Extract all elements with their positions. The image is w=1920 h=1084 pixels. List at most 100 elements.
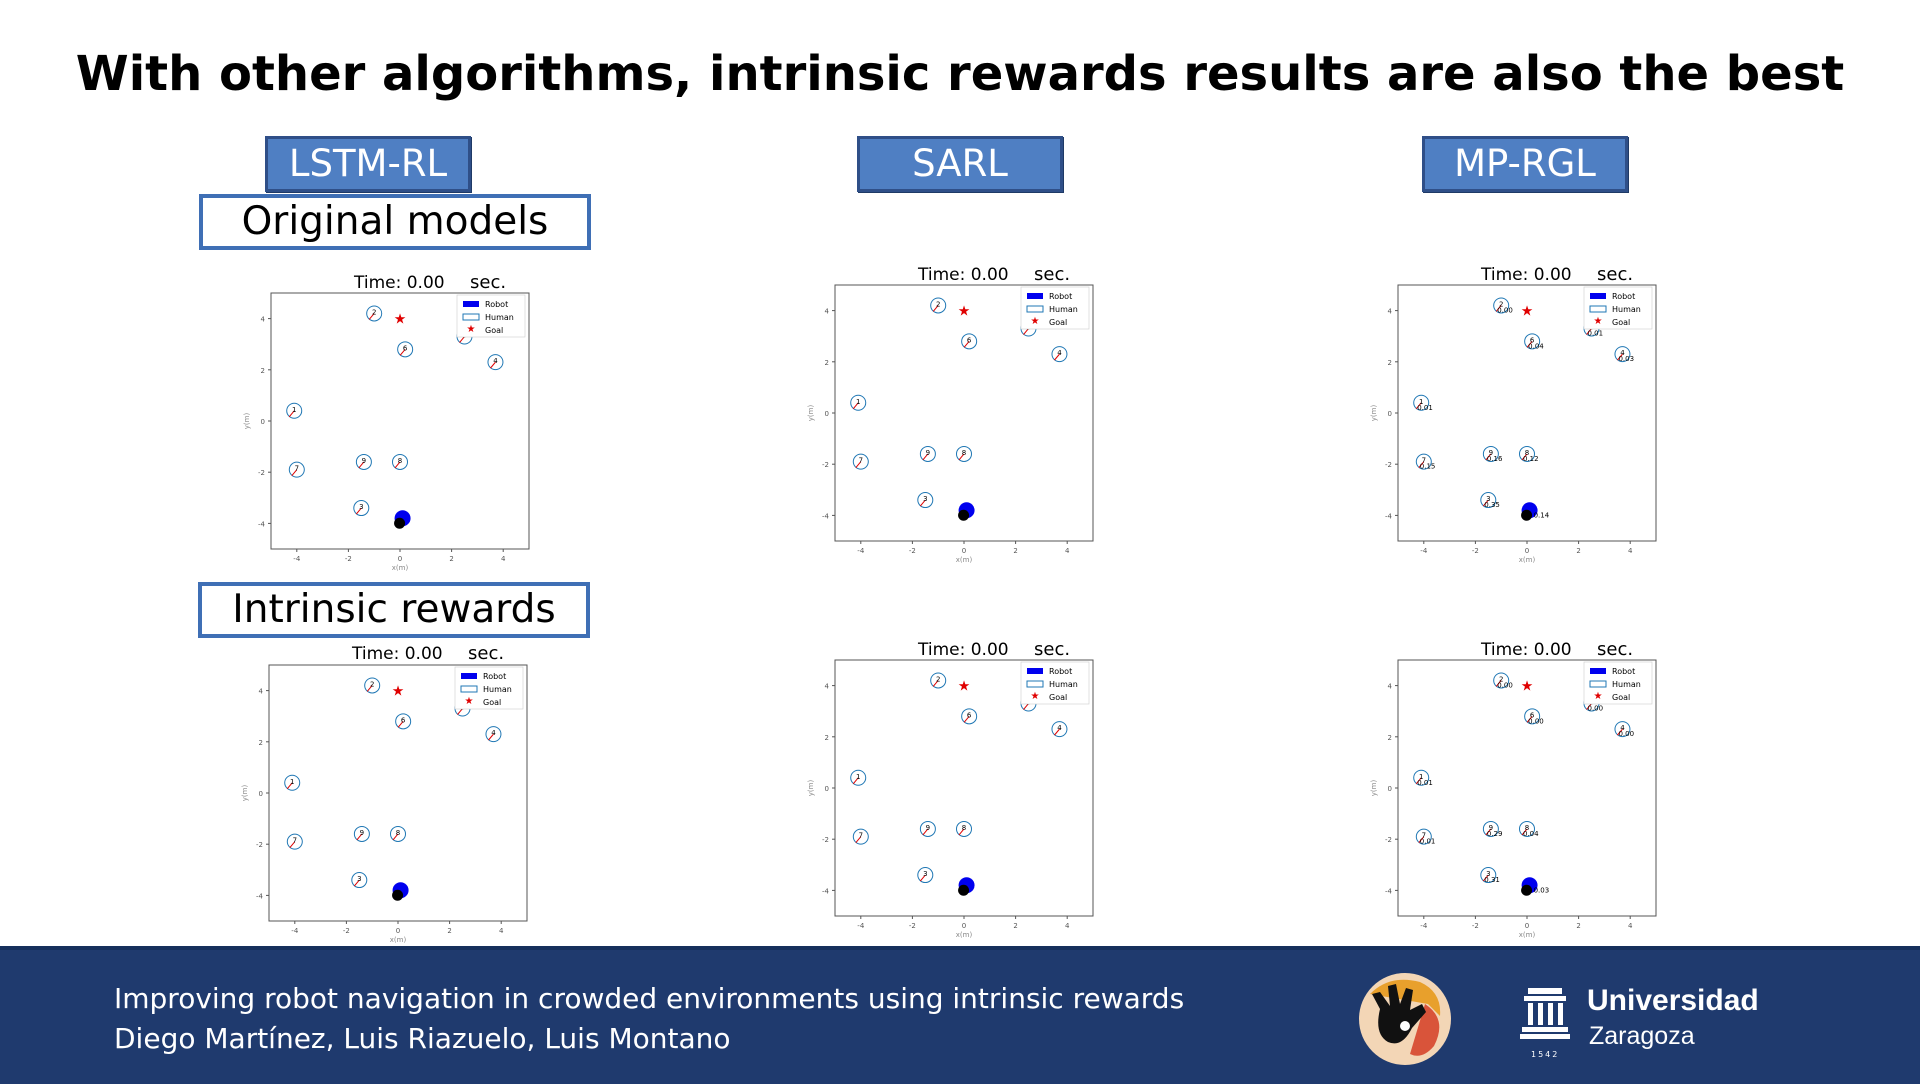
y-tick-label: 0 xyxy=(1388,785,1392,793)
human-heading xyxy=(1485,828,1492,836)
legend-robot-swatch xyxy=(1590,668,1606,674)
human-heading xyxy=(490,361,496,369)
human-marker xyxy=(1524,333,1541,350)
human-heading xyxy=(1617,728,1623,736)
plot-lstm-rl-intrinsic: -4-2024420-2-4x(m)y(m)★123456789★RobotHu… xyxy=(241,664,528,944)
human-id: 4 xyxy=(1057,349,1062,357)
human-marker xyxy=(1413,769,1430,786)
human-value: 0.00 xyxy=(1497,306,1513,314)
y-tick-label: 4 xyxy=(1388,683,1393,691)
human-heading xyxy=(366,685,373,692)
y-tick-label: -4 xyxy=(822,887,830,895)
time-label: Time: 0.00 sec. xyxy=(1481,264,1633,285)
human-value: 0.00 xyxy=(1497,681,1513,689)
human-marker xyxy=(353,500,370,517)
x-tick-label: 0 xyxy=(1525,547,1529,555)
human-marker xyxy=(852,453,869,470)
human-heading xyxy=(919,499,926,507)
x-axis-label: x(m) xyxy=(1519,556,1536,564)
human-heading xyxy=(963,715,970,723)
human-heading xyxy=(1495,680,1502,687)
y-tick-label: -2 xyxy=(258,469,265,477)
human-marker xyxy=(930,672,947,689)
legend-label: Human xyxy=(483,685,512,694)
human-marker xyxy=(487,354,504,371)
human-heading xyxy=(1586,703,1592,710)
time-label: Time: 0.00 sec. xyxy=(352,643,504,664)
human-marker xyxy=(1051,346,1068,363)
legend-robot-swatch xyxy=(1027,668,1043,674)
human-heading xyxy=(1526,340,1533,348)
human-heading xyxy=(286,782,293,790)
y-tick-label: 4 xyxy=(261,316,266,324)
human-heading xyxy=(1586,328,1592,335)
time-unit: sec. xyxy=(1597,639,1634,660)
human-id: 8 xyxy=(962,449,966,457)
legend-label: Human xyxy=(1612,305,1641,314)
x-tick-label: -4 xyxy=(1420,922,1428,930)
human-id: 6 xyxy=(967,336,972,344)
human-heading xyxy=(1617,353,1623,361)
robot-start-marker xyxy=(394,517,406,529)
y-tick-label: 4 xyxy=(825,683,830,691)
human-heading xyxy=(289,841,296,848)
y-axis-label: y(m) xyxy=(807,780,815,797)
human-heading xyxy=(963,340,970,348)
y-tick-label: 2 xyxy=(1388,359,1392,367)
human-heading xyxy=(919,874,926,882)
plot-canvas: -4-2024420-2-4x(m)y(m)★123456789★RobotHu… xyxy=(807,659,1094,939)
legend-label: Robot xyxy=(1612,292,1635,301)
slide-title: With other algorithms, intrinsic rewards… xyxy=(75,46,1845,102)
human-heading xyxy=(1023,328,1029,335)
y-tick-label: 2 xyxy=(825,359,829,367)
human-heading xyxy=(356,833,363,841)
plot-legend: ★ Robot Human Goal xyxy=(1020,286,1090,330)
plot-mp-rgl-intrinsic: -4 -2 0 2 4 4 2 0 -2 -4 x(m) y(m) ★ 1 0.01 2 0.00 3 0.31 4 0… xyxy=(1370,659,1657,939)
x-tick-label: -4 xyxy=(293,555,301,563)
time-value: Time: 0.00 xyxy=(1481,640,1577,660)
plot-mp-rgl-original: -4 -2 0 2 4 4 2 0 -2 -4 x(m) y(m) ★ 1 0.01 2 0.00 3 0.35 4 0… xyxy=(1370,284,1657,564)
x-tick-label: -2 xyxy=(909,547,916,555)
human-heading xyxy=(1054,728,1060,736)
human-id: 4 xyxy=(493,357,498,365)
human-value: 0.00 xyxy=(1528,717,1544,725)
legend-human-swatch xyxy=(1026,305,1044,313)
human-marker xyxy=(850,394,867,411)
human-marker xyxy=(1519,445,1535,462)
plot-legend: ★ Robot Human Goal xyxy=(454,666,524,710)
human-marker xyxy=(1482,820,1499,837)
y-tick-label: 2 xyxy=(825,734,829,742)
legend-label: Goal xyxy=(485,326,503,335)
human-marker xyxy=(353,825,370,842)
human-id: 6 xyxy=(967,711,972,719)
human-id: 7 xyxy=(1422,457,1426,465)
human-marker xyxy=(485,726,502,743)
human-marker xyxy=(286,833,303,850)
robot-value: 0.03 xyxy=(1534,886,1550,894)
y-tick-label: -4 xyxy=(1385,512,1393,520)
human-marker xyxy=(351,872,368,889)
footer-bar: Improving robot navigation in crowded en… xyxy=(0,946,1920,1084)
x-tick-label: 2 xyxy=(447,927,451,935)
y-tick-label: -2 xyxy=(822,461,829,469)
human-id: 8 xyxy=(396,829,400,837)
human-marker xyxy=(364,677,381,694)
human-id: 3 xyxy=(357,875,361,883)
human-marker xyxy=(288,461,305,478)
x-tick-label: 2 xyxy=(1576,922,1580,930)
human-marker xyxy=(395,713,412,730)
human-heading xyxy=(459,336,465,343)
x-axis-label: x(m) xyxy=(1519,931,1536,939)
human-marker xyxy=(1614,721,1631,738)
human-id: 3 xyxy=(1486,495,1490,503)
legend-goal-swatch: ★ xyxy=(465,696,474,707)
human-id: 4 xyxy=(491,729,496,737)
y-axis-label: y(m) xyxy=(1370,405,1378,422)
y-tick-label: 4 xyxy=(1388,308,1393,316)
human-id: 1 xyxy=(856,398,860,406)
robot-start-marker xyxy=(1521,509,1533,521)
plot-sarl-intrinsic: -4-2024420-2-4x(m)y(m)★123456789★RobotHu… xyxy=(807,659,1094,939)
plot-legend: ★ Robot Human Goal xyxy=(1583,286,1653,330)
human-marker xyxy=(850,769,867,786)
x-tick-label: 0 xyxy=(962,547,966,555)
